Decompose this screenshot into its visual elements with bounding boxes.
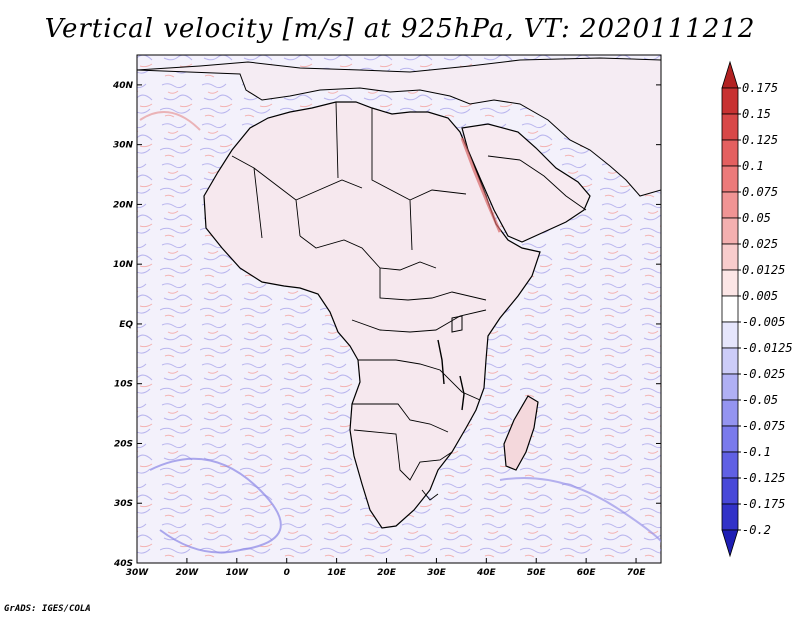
lat-label: 30S <box>114 499 133 509</box>
country-borders <box>231 101 587 501</box>
colorbar-swatch <box>721 373 739 401</box>
colorbar-label: -0.1 <box>742 445 771 459</box>
red-sea-coast <box>460 137 502 233</box>
lake-malawi <box>459 375 465 411</box>
lat-label: EQ <box>119 320 133 330</box>
lon-label: 0 <box>284 568 290 578</box>
lat-label: 10S <box>114 380 133 390</box>
colorbar-label: 0.175 <box>742 81 778 95</box>
lon-label: 10W <box>226 568 250 578</box>
colorbar-swatch <box>721 165 739 193</box>
grads-credit: GrADS: IGES/COLA <box>4 604 91 614</box>
ocean-swirl-se <box>499 477 661 551</box>
map-title: Vertical velocity [m/s] at 925hPa, VT: 2… <box>44 14 756 44</box>
lat-label: 40N <box>112 81 134 91</box>
colorbar-label: -0.2 <box>742 523 771 537</box>
lon-label: 70E <box>627 568 647 578</box>
colorbar-label: 0.1 <box>742 159 764 173</box>
colorbar-label: -0.125 <box>742 471 785 485</box>
colorbar-swatch <box>721 87 739 115</box>
lon-label: 40E <box>476 568 497 578</box>
lon-label: 30W <box>126 568 150 578</box>
ocean-swirl-sw <box>149 457 282 554</box>
colorbar-label: 0.0125 <box>742 263 785 277</box>
lake-tanganyika <box>437 339 445 385</box>
colorbar: 0.175 0.15 0.125 0.1 0.075 0.05 0.025 0.0125 0.0… <box>721 60 793 558</box>
colorbar-swatch <box>721 321 739 349</box>
colorbar-swatch <box>721 113 739 141</box>
lat-label: 10N <box>113 260 134 270</box>
colorbar-label: -0.05 <box>742 393 778 407</box>
map-features <box>137 57 661 554</box>
madagascar-landmass <box>503 395 539 471</box>
colorbar-swatch <box>721 451 739 479</box>
colorbar-label: 0.125 <box>742 133 778 147</box>
colorbar-swatch <box>721 139 739 167</box>
lat-label: 20N <box>113 200 134 210</box>
colorbar-swatch <box>721 477 739 505</box>
colorbar-swatch <box>721 503 739 531</box>
lon-label: 20W <box>176 568 200 578</box>
colorbar-swatch <box>721 347 739 375</box>
colorbar-label: 0.025 <box>742 237 778 251</box>
lon-label: 10E <box>327 568 347 578</box>
lon-label: 50E <box>527 568 547 578</box>
ocean-swirl-nw <box>139 111 201 131</box>
europe-landmass <box>137 57 661 197</box>
colorbar-label: -0.0125 <box>742 341 793 355</box>
lat-label: 20S <box>114 439 133 449</box>
lon-label: 60E <box>577 568 597 578</box>
colorbar-swatch <box>721 295 739 323</box>
colorbar-label: 0.005 <box>742 289 778 303</box>
colorbar-label: -0.175 <box>742 497 785 511</box>
colorbar-swatch <box>721 191 739 219</box>
lake-victoria <box>451 315 463 333</box>
colorbar-swatch <box>721 425 739 453</box>
lat-label: 30N <box>113 141 134 151</box>
lon-label: 20E <box>377 568 397 578</box>
colorbar-label: -0.005 <box>742 315 785 329</box>
lat-label: 40S <box>113 559 133 569</box>
arabia-landmass <box>461 123 591 243</box>
colorbar-swatch <box>721 243 739 271</box>
africa-landmass <box>203 101 541 529</box>
colorbar-arrow-bottom <box>721 529 739 558</box>
colorbar-label: 0.075 <box>742 185 778 199</box>
colorbar-label: -0.075 <box>742 419 785 433</box>
lon-label: 30E <box>427 568 447 578</box>
colorbar-label: 0.05 <box>742 211 771 225</box>
colorbar-arrow-top <box>721 60 739 89</box>
colorbar-label: -0.025 <box>742 367 785 381</box>
colorbar-swatch <box>721 217 739 245</box>
colorbar-swatch <box>721 399 739 427</box>
colorbar-label: 0.15 <box>742 107 771 121</box>
colorbar-swatch <box>721 269 739 297</box>
